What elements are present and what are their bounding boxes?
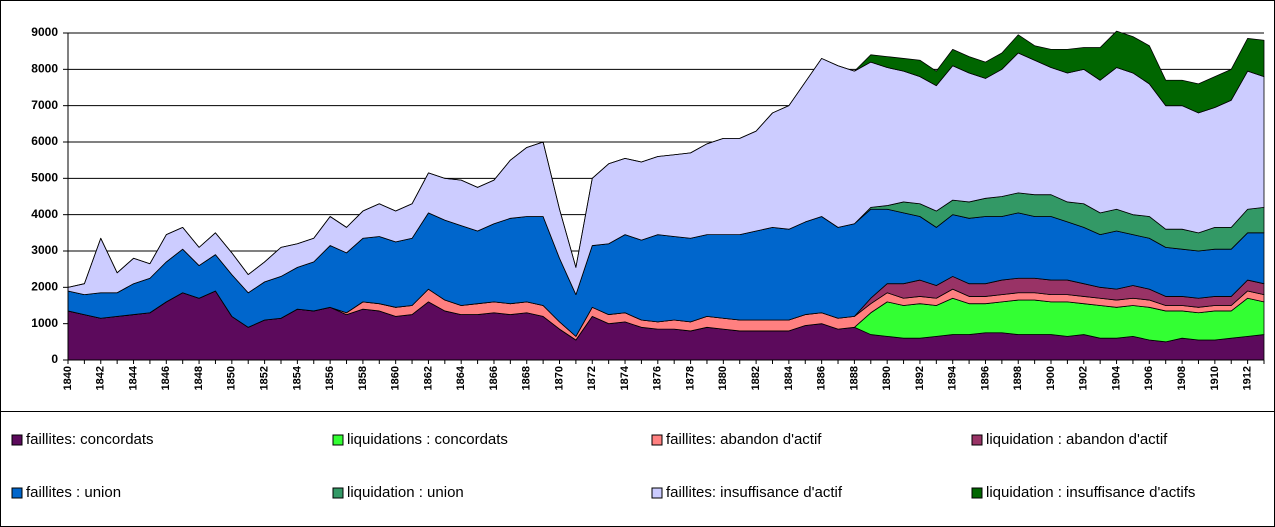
x-tick-label: 1892 [914,366,926,390]
legend-label: liquidations : concordats [347,431,508,448]
x-tick-label: 1900 [1045,366,1057,390]
x-tick-label: 1852 [259,366,271,390]
x-tick-label: 1840 [62,366,74,390]
x-tick-label: 1868 [521,366,533,390]
x-tick-label: 1862 [422,366,434,390]
legend-swatch [332,434,344,446]
x-tick-label: 1846 [160,366,172,390]
x-tick-label: 1866 [488,366,500,390]
legend-label: faillites : union [26,484,121,501]
x-tick-label: 1844 [127,365,139,390]
x-tick-label: 1856 [324,366,336,390]
x-tick-label: 1878 [684,366,696,390]
legend-label: liquidation : abandon d'actif [986,431,1168,448]
legend: faillites: concordats liquidations : conc… [11,431,1195,501]
x-tick-label: 1910 [1209,366,1221,390]
legend-swatch [651,487,663,499]
x-tick-label: 1864 [455,365,467,390]
x-tick-label: 1874 [619,365,631,390]
x-tick-label: 1902 [1078,366,1090,390]
x-tick-label: 1850 [226,366,238,390]
x-tick-label: 1906 [1143,366,1155,390]
legend-swatch [971,434,983,446]
x-tick-label: 1870 [553,366,565,390]
legend-swatch [332,487,344,499]
x-tick-label: 1890 [881,366,893,390]
legend-label: faillites: concordats [26,431,154,448]
x-tick-label: 1886 [816,366,828,390]
x-tick-label: 1912 [1242,366,1254,390]
x-tick-label: 1854 [291,365,303,390]
legend-swatch [11,434,23,446]
x-tick-label: 1880 [717,366,729,390]
x-tick-label: 1884 [783,365,795,390]
y-tick-label: 5000 [31,171,58,185]
y-tick-label: 9000 [31,25,58,39]
legend-swatch [651,434,663,446]
x-tick-label: 1876 [652,366,664,390]
x-tick-label: 1904 [1110,365,1122,390]
x-tick-label: 1882 [750,366,762,390]
legend-swatch [971,487,983,499]
x-tick-label: 1896 [979,366,991,390]
y-tick-label: 1000 [31,316,58,330]
axes: 0 1000 2000 3000 4000 5000 6000 7000 8000 9000 184… [31,25,1265,390]
x-tick-label: 1860 [390,366,402,390]
y-tick-label: 0 [51,352,58,366]
y-tick-label: 3000 [31,243,58,257]
legend-swatch [11,487,23,499]
x-tick-label: 1848 [193,366,205,390]
x-tick-label: 1888 [848,366,860,390]
x-tick-label: 1858 [357,366,369,390]
y-tick-label: 7000 [31,98,58,112]
area [67,30,1265,288]
x-tick-label: 1842 [95,366,107,390]
legend-label: faillites: insuffisance d'actif [666,484,843,501]
y-tick-label: 8000 [31,62,58,76]
legend-label: liquidation : union [347,484,464,501]
legend-label: faillites: abandon d'actif [666,431,822,448]
x-tick-label: 1894 [947,365,959,390]
x-tick-label: 1872 [586,366,598,390]
y-tick-label: 2000 [31,280,58,294]
y-tick-label: 6000 [31,134,58,148]
legend-label: liquidation : insuffisance d'actifs [986,484,1195,501]
x-tick-label: 1898 [1012,366,1024,390]
areas [67,30,1265,361]
y-tick-label: 4000 [31,207,58,221]
x-tick-label: 1908 [1176,366,1188,390]
